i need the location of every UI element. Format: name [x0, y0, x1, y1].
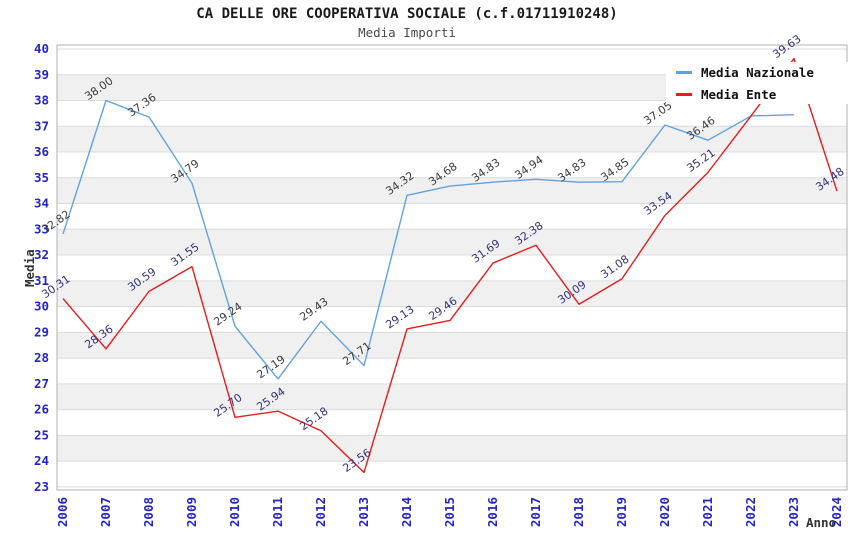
legend-item-media-nazionale: Media Nazionale — [676, 65, 848, 80]
y-axis-tick-label: 36 — [34, 144, 49, 159]
x-axis-tick-label: 2014 — [399, 497, 414, 527]
x-axis-tick-label: 2006 — [55, 497, 70, 527]
series-line-media-ente — [62, 57, 838, 474]
y-axis-tick-label: 34 — [34, 196, 49, 211]
x-axis-tick-label: 2015 — [442, 497, 457, 527]
x-axis-tick-label: 2007 — [98, 497, 113, 527]
y-axis-tick-label: 38 — [34, 93, 49, 108]
x-axis-tick-label: 2010 — [227, 497, 242, 527]
y-axis-tick-label: 30 — [34, 299, 49, 314]
plot-band — [57, 229, 847, 256]
plot-band — [57, 358, 847, 384]
chart-legend: Media Nazionale Media Ente — [666, 62, 848, 104]
x-axis-tick-label: 2011 — [270, 497, 285, 527]
plot-band — [57, 461, 847, 487]
plot-band — [57, 332, 847, 359]
plot-band — [57, 152, 847, 178]
legend-label: Media Ente — [701, 86, 777, 102]
y-axis-tick-label: 23 — [34, 479, 49, 494]
plot-band — [57, 409, 847, 436]
series-line-media-nazionale — [62, 99, 795, 380]
legend-label: Media Nazionale — [701, 64, 814, 80]
plot-band — [57, 280, 847, 307]
legend-item-media-ente: Media Ente — [676, 87, 848, 102]
y-axis-tick-label: 32 — [34, 247, 49, 262]
legend-swatch-blue-line-icon — [676, 70, 692, 74]
chart-subtitle: Media Importi — [358, 25, 456, 40]
chart-title: CA DELLE ORE COOPERATIVA SOCIALE (c.f.01… — [196, 6, 618, 22]
y-axis-tick-label: 35 — [34, 170, 49, 185]
x-axis-tick-label: 2013 — [356, 497, 371, 527]
x-axis-tick-label: 2017 — [528, 497, 543, 527]
y-axis-tick-label: 31 — [34, 273, 49, 288]
y-axis-tick-label: 24 — [34, 453, 49, 468]
x-axis-tick-label: 2009 — [184, 497, 199, 527]
y-axis-tick-label: 40 — [34, 41, 49, 56]
y-axis-tick-label: 37 — [34, 118, 49, 133]
x-axis-tick-label: 2024 — [829, 497, 844, 527]
x-axis-tick-label: 2008 — [141, 497, 156, 527]
x-axis-tick-label: 2018 — [571, 497, 586, 527]
plot-band — [57, 435, 847, 462]
x-axis-tick-label: 2019 — [614, 497, 629, 527]
plot-band — [57, 383, 847, 410]
plot-band — [57, 177, 847, 204]
legend-swatch-red-line-icon — [676, 92, 692, 96]
y-axis-tick-label: 39 — [34, 67, 49, 82]
x-axis-tick-label: 2012 — [313, 497, 328, 527]
y-axis-tick-label: 25 — [34, 427, 49, 442]
plot-band — [57, 203, 847, 230]
x-axis-title: Anno — [806, 515, 836, 530]
x-axis-tick-label: 2021 — [700, 497, 715, 527]
y-axis-title: Media — [22, 249, 37, 287]
y-axis-tick-label: 28 — [34, 350, 49, 365]
plot-band — [57, 126, 847, 153]
y-axis-tick-label: 33 — [34, 221, 49, 236]
x-axis-tick-label: 2023 — [786, 497, 801, 527]
y-axis-tick-label: 29 — [34, 324, 49, 339]
plot-band — [57, 306, 847, 333]
x-axis-tick-label: 2020 — [657, 497, 672, 527]
x-axis-tick-label: 2022 — [743, 497, 758, 527]
plot-band — [57, 100, 847, 127]
y-axis-tick-label: 27 — [34, 376, 49, 391]
y-axis-tick-label: 26 — [34, 402, 49, 417]
plot-border — [56, 44, 848, 491]
x-axis-tick-label: 2016 — [485, 497, 500, 527]
